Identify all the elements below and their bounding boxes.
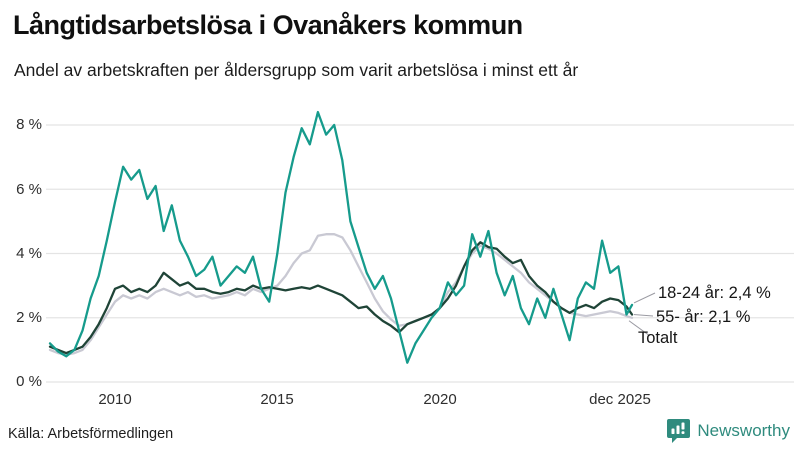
series-line-55-r xyxy=(48,241,634,355)
series-label-18-24: 18-24 år: 2,4 % xyxy=(658,284,771,302)
y-axis-tick: 6 % xyxy=(16,181,42,198)
series-line-18-24-r xyxy=(48,110,634,364)
x-axis-tick: 2015 xyxy=(260,391,294,408)
series-label-55: 55- år: 2,1 % xyxy=(656,308,751,326)
y-axis-tick: 8 % xyxy=(16,116,42,133)
x-axis-tick: dec 2025 xyxy=(589,391,651,408)
page-title: Långtidsarbetslösa i Ovanåkers kommun xyxy=(13,10,523,40)
page-subtitle: Andel av arbetskraften per åldersgrupp s… xyxy=(14,60,579,80)
x-axis-tick: 2020 xyxy=(423,391,457,408)
x-axis-tick: 2010 xyxy=(98,391,132,408)
y-axis-tick: 0 % xyxy=(16,373,42,390)
newsworthy-bars-icon xyxy=(667,419,691,443)
series-line-Totalt xyxy=(48,233,634,356)
y-axis-tick: 2 % xyxy=(16,309,42,326)
leader-line xyxy=(628,320,651,337)
source-note: Källa: Arbetsförmedlingen xyxy=(8,426,174,442)
brand-name: Newsworthy xyxy=(697,421,790,440)
y-axis-tick: 4 % xyxy=(16,245,42,262)
leader-line xyxy=(633,314,654,317)
series-label-totalt: Totalt xyxy=(638,329,678,347)
leader-line xyxy=(633,292,656,304)
newsworthy-logo: Newsworthy xyxy=(667,419,790,443)
